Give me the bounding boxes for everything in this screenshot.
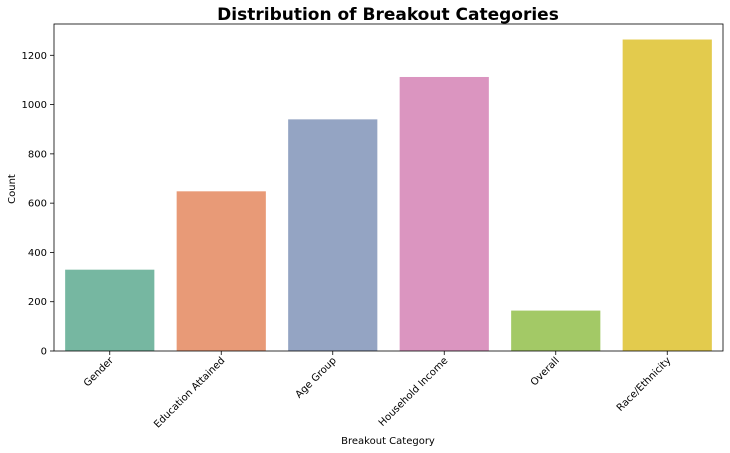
x-tick-label-5: Race/Ethnicity (615, 355, 674, 414)
bar-1 (176, 191, 266, 351)
x-tick-label-2: Age Group (294, 355, 339, 400)
y-tick-label-3: 600 (28, 199, 47, 210)
y-tick-label-5: 1000 (22, 100, 47, 111)
y-axis-label: Count (7, 174, 18, 204)
bar-2 (288, 119, 378, 351)
y-tick-label-4: 800 (28, 149, 47, 160)
x-tick-label-3: Household Income (377, 355, 450, 428)
bar-3 (399, 76, 489, 351)
chart-title: Distribution of Breakout Categories (217, 5, 559, 25)
x-axis-label: Breakout Category (341, 436, 435, 447)
x-tick-label-0: Gender (82, 355, 116, 389)
bar-5 (622, 39, 712, 352)
y-tick-label-1: 200 (28, 297, 47, 308)
plot-frame (53, 23, 724, 352)
bar-0 (65, 269, 155, 351)
y-tick-label-6: 1200 (22, 51, 47, 62)
y-tick-label-0: 0 (41, 347, 47, 358)
y-tick-label-2: 400 (28, 248, 47, 259)
x-tick-label-1: Education Attained (152, 355, 227, 430)
plot-area: 0 200 400 600 800 1000 1200 Gender Education Att… (22, 23, 724, 430)
bar-4 (511, 310, 601, 351)
x-tick-label-4: Overall (529, 355, 562, 388)
